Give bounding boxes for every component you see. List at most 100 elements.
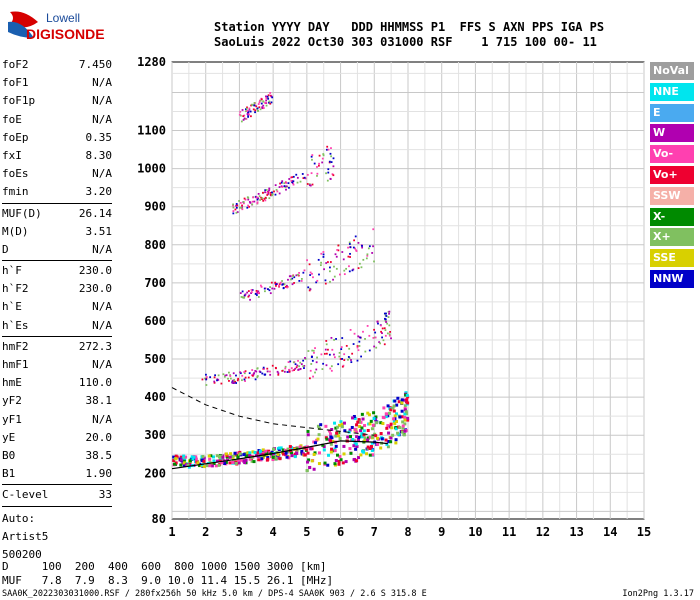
echo-point	[306, 460, 310, 464]
legend-item-w: W	[650, 124, 694, 143]
echo-point	[256, 367, 259, 370]
echo-point	[385, 315, 388, 317]
param-name: h`Es	[2, 318, 29, 332]
echo-point	[254, 111, 256, 114]
echo-point	[244, 458, 248, 462]
y-tick-label: 700	[144, 276, 166, 290]
echo-point	[258, 370, 261, 373]
echo-point	[359, 336, 362, 339]
echo-point	[293, 369, 295, 371]
header-line-1: Station YYYY DAY DDD HHMMSS P1 FFS S AXN…	[214, 20, 605, 34]
echo-point	[295, 173, 298, 176]
echo-point	[351, 416, 355, 420]
echo-point	[349, 252, 351, 255]
echo-point	[208, 457, 212, 461]
echo-point	[202, 465, 206, 469]
echo-point	[265, 97, 268, 100]
echo-point	[374, 418, 378, 422]
echo-point	[333, 265, 335, 268]
y-tick-label: 500	[144, 352, 166, 366]
echo-point	[187, 465, 191, 469]
extrapolated-profile	[171, 387, 375, 436]
param-value: N/A	[92, 94, 112, 108]
echo-point	[339, 358, 342, 360]
echo-point	[220, 382, 223, 385]
muf-table: D 100 200 400 600 800 1000 1500 3000 [km…	[2, 560, 333, 588]
echo-point	[229, 377, 232, 380]
echo-point	[234, 461, 238, 465]
trace-4	[232, 145, 335, 215]
echo-point	[239, 201, 242, 204]
echo-point	[309, 274, 312, 276]
echo-point	[270, 281, 273, 284]
param-name: foEp	[2, 130, 29, 144]
echo-point	[212, 462, 216, 466]
echo-point	[316, 166, 318, 168]
echo-point	[368, 446, 372, 450]
echo-point	[291, 176, 294, 179]
echo-point	[384, 329, 387, 332]
echo-point	[205, 373, 207, 376]
trace-5	[238, 92, 274, 123]
echo-point	[313, 451, 317, 455]
echo-point	[311, 359, 314, 362]
echo-point	[247, 115, 250, 118]
echo-point	[310, 172, 313, 175]
echo-point	[341, 251, 344, 253]
artist-code: 500200	[2, 548, 42, 561]
echo-point	[202, 456, 206, 460]
echo-point	[303, 176, 306, 179]
echo-point	[250, 115, 252, 118]
echo-point	[318, 273, 320, 276]
echo-point	[287, 278, 289, 281]
echo-point	[231, 458, 235, 462]
echo-point	[247, 290, 250, 292]
echo-point	[266, 194, 269, 196]
echo-point	[327, 168, 330, 171]
y-tick-label: 1000	[137, 162, 166, 176]
echo-point	[273, 190, 275, 193]
param-name: yF2	[2, 394, 22, 408]
echo-point	[292, 175, 295, 178]
echo-point	[352, 246, 355, 249]
echo-point	[272, 447, 276, 451]
echo-point	[355, 423, 359, 427]
echo-point	[269, 286, 272, 288]
echo-point	[210, 464, 214, 468]
param-value: 110.0	[78, 376, 112, 390]
echo-point	[273, 287, 276, 290]
echo-point	[278, 285, 280, 288]
echo-point	[319, 264, 322, 267]
echo-point	[259, 99, 262, 102]
echo-point	[251, 369, 254, 371]
echo-point	[379, 342, 382, 345]
echo-point	[186, 463, 190, 467]
echo-point	[278, 457, 282, 461]
echo-point	[386, 404, 390, 408]
echo-point	[403, 412, 407, 416]
echo-point	[223, 375, 226, 378]
echo-point	[261, 106, 264, 109]
echo-point	[362, 433, 366, 437]
echo-point	[318, 164, 320, 167]
echo-point	[315, 281, 318, 284]
echo-point	[179, 458, 183, 462]
param-separator	[2, 505, 112, 507]
echo-point	[257, 290, 260, 293]
echo-point	[352, 414, 356, 418]
echo-point	[292, 183, 295, 186]
echo-point	[379, 432, 383, 436]
echo-point	[371, 423, 375, 427]
echo-point	[401, 420, 405, 424]
x-tick-label: 7	[371, 525, 378, 539]
trace-3	[239, 228, 375, 301]
echo-point	[312, 467, 316, 471]
echo-point	[256, 107, 259, 110]
echo-point	[403, 404, 407, 408]
echo-point	[266, 95, 269, 98]
echo-point	[305, 469, 309, 473]
echo-point	[286, 447, 290, 451]
echo-point	[316, 437, 320, 441]
echo-point	[244, 198, 247, 201]
echo-point	[242, 453, 246, 457]
